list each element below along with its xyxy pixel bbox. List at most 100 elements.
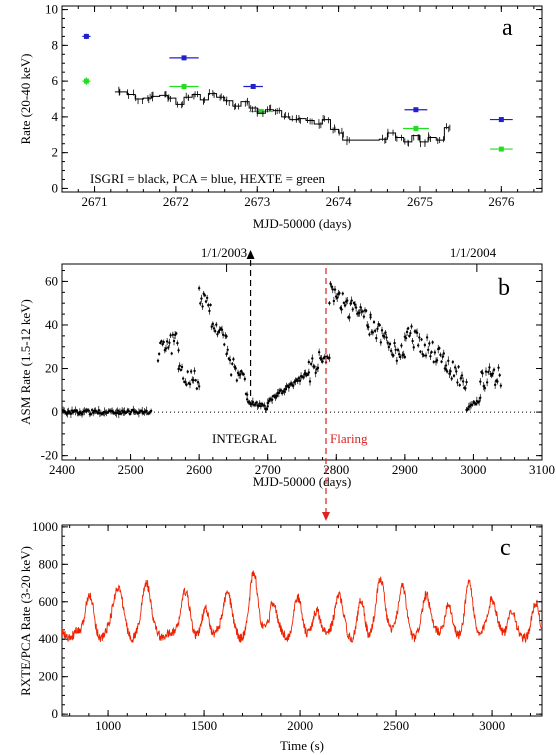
asm-point (283, 390, 286, 393)
asm-point (223, 343, 226, 346)
asm-point (420, 338, 423, 341)
panel-c-plot (62, 570, 542, 644)
asm-point (320, 357, 323, 361)
asm-point (257, 404, 260, 408)
asm-point (417, 344, 420, 347)
asm-point (449, 370, 452, 373)
asm-point (491, 372, 495, 375)
arrow-up-integral (246, 250, 255, 259)
asm-point (164, 347, 168, 350)
asm-point (422, 354, 425, 357)
asm-point (342, 301, 346, 305)
asm-point (70, 409, 74, 412)
asm-point (240, 370, 243, 373)
asm-point (329, 282, 332, 285)
asm-point (184, 380, 187, 384)
pca-point (250, 83, 256, 89)
asm-point (179, 368, 183, 372)
asm-point (429, 355, 432, 358)
panel-b-xtick-label: 2600 (186, 462, 212, 477)
asm-point (228, 358, 232, 362)
hexte-point (413, 126, 419, 132)
pca-point (498, 117, 504, 123)
asm-point (80, 413, 84, 416)
asm-point (115, 411, 118, 415)
asm-point (248, 401, 251, 404)
asm-point (323, 355, 327, 358)
asm-point (394, 348, 397, 351)
asm-point (438, 347, 441, 350)
asm-point (235, 379, 239, 382)
panel-a-annotation: ISGRI = black, PCA = blue, HEXTE = green (90, 171, 326, 186)
panel-c-ytick-label: 600 (39, 594, 59, 609)
asm-point (403, 355, 407, 359)
asm-point (217, 330, 220, 334)
asm-point (362, 315, 366, 318)
asm-point (331, 288, 334, 291)
panel-a-xtick-label: 2676 (488, 194, 515, 209)
asm-point (371, 331, 375, 334)
asm-point (172, 339, 176, 343)
asm-point (71, 411, 75, 414)
asm-point (287, 386, 291, 389)
asm-point (432, 360, 435, 364)
asm-point (444, 368, 448, 371)
asm-point (352, 301, 356, 305)
asm-point (441, 355, 444, 358)
asm-point (368, 333, 371, 336)
asm-point (175, 332, 178, 335)
asm-point (461, 380, 465, 383)
asm-point (298, 379, 302, 383)
asm-point (359, 305, 362, 309)
asm-point (328, 301, 331, 305)
asm-point (447, 359, 450, 362)
asm-point (69, 412, 73, 416)
asm-point (197, 287, 201, 290)
asm-point (332, 299, 336, 303)
asm-point (453, 366, 457, 369)
panel-c-xlabel: Time (s) (280, 738, 324, 753)
hexte-point (181, 83, 187, 89)
asm-point (408, 334, 411, 338)
asm-point (497, 366, 500, 369)
asm-point (75, 409, 78, 412)
asm-point (195, 387, 199, 390)
asm-point (216, 333, 219, 336)
panel-a-xtick-label: 2675 (407, 194, 433, 209)
panel-a-xtick-label: 2673 (244, 194, 270, 209)
panel-c: c Time (s) RXTE/PCA Rate (3-20 keV) 1000… (18, 519, 543, 753)
asm-point (499, 384, 503, 387)
asm-point (307, 371, 311, 374)
asm-point (211, 322, 215, 326)
asm-point (149, 409, 153, 413)
asm-point (203, 294, 207, 297)
asm-point (116, 409, 119, 412)
panel-a-ytick-label: 10 (45, 2, 58, 17)
panel-c-ytick-label: 0 (52, 706, 59, 721)
asm-point (479, 396, 482, 399)
asm-point (302, 376, 305, 379)
asm-point (399, 355, 402, 359)
asm-point (188, 383, 192, 386)
panel-b-xtick-label: 2800 (323, 462, 349, 477)
asm-point (481, 372, 484, 375)
asm-point (493, 383, 497, 387)
asm-point (221, 333, 225, 337)
asm-point (364, 309, 368, 312)
asm-point (263, 404, 266, 407)
panel-b: b INTEGRAL Flaring 1/1/2003 1/1/2004 MJD… (18, 245, 555, 521)
asm-point (284, 387, 287, 391)
asm-point (201, 305, 204, 308)
asm-point (383, 335, 386, 338)
panel-b-frame (61, 263, 543, 461)
asm-point (387, 345, 391, 349)
asm-point (425, 336, 429, 339)
asm-point (204, 300, 208, 303)
asm-point (457, 365, 460, 369)
asm-point (231, 362, 234, 366)
asm-point (395, 359, 399, 363)
asm-point (243, 377, 247, 381)
asm-point (428, 342, 431, 345)
asm-point (96, 411, 99, 415)
